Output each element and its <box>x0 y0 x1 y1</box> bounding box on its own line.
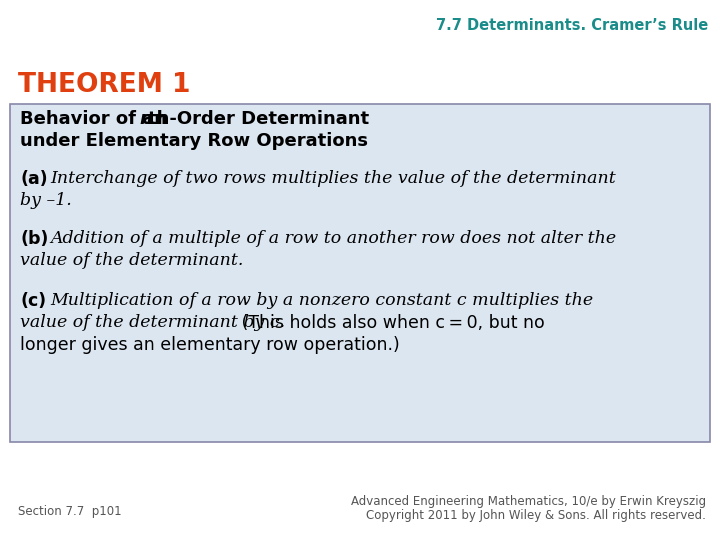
Text: Advanced Engineering Mathematics, 10/e by Erwin Kreyszig: Advanced Engineering Mathematics, 10/e b… <box>351 495 706 508</box>
FancyBboxPatch shape <box>10 104 710 442</box>
Text: THEOREM 1: THEOREM 1 <box>18 72 191 98</box>
Text: value of the determinant.: value of the determinant. <box>20 252 243 269</box>
Text: Interchange of two rows multiplies the value of the determinant: Interchange of two rows multiplies the v… <box>50 170 616 187</box>
Text: Behavior of an: Behavior of an <box>20 110 174 128</box>
Text: longer gives an elementary row operation.): longer gives an elementary row operation… <box>20 336 400 354</box>
Text: Multiplication of a row by a nonzero constant c multiplies the: Multiplication of a row by a nonzero con… <box>50 292 593 309</box>
Text: under Elementary Row Operations: under Elementary Row Operations <box>20 132 368 150</box>
Text: Copyright 2011 by John Wiley & Sons. All rights reserved.: Copyright 2011 by John Wiley & Sons. All… <box>366 509 706 522</box>
Text: Section 7.7  p101: Section 7.7 p101 <box>18 505 122 518</box>
Text: by –1.: by –1. <box>20 192 72 209</box>
Text: (This holds also when c = 0, but no: (This holds also when c = 0, but no <box>236 314 545 332</box>
Text: 7.7 Determinants. Cramer’s Rule: 7.7 Determinants. Cramer’s Rule <box>436 18 708 33</box>
Text: th-Order Determinant: th-Order Determinant <box>148 110 369 128</box>
Text: Addition of a multiple of a row to another row does not alter the: Addition of a multiple of a row to anoth… <box>50 230 616 247</box>
Text: (c): (c) <box>20 292 46 310</box>
Text: (a): (a) <box>20 170 48 188</box>
Text: value of the determinant by c.: value of the determinant by c. <box>20 314 285 331</box>
Text: (b): (b) <box>20 230 48 248</box>
Text: n: n <box>139 110 152 128</box>
